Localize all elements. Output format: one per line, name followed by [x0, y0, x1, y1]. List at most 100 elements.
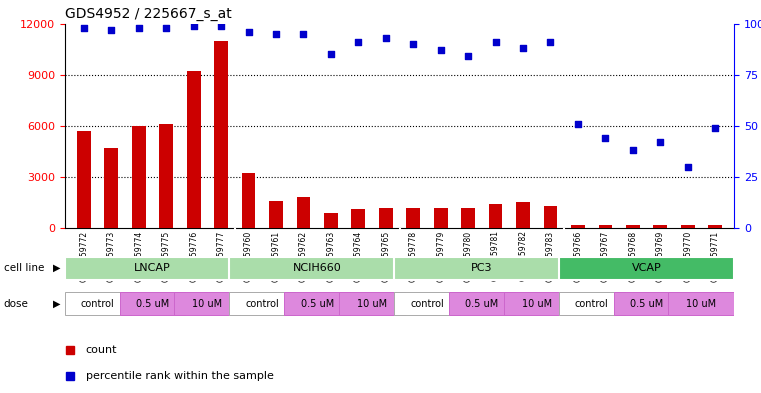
- Text: GSM1359768: GSM1359768: [629, 230, 637, 282]
- Point: [709, 125, 721, 131]
- Bar: [339, 292, 405, 315]
- Text: 0.5 uM: 0.5 uM: [465, 299, 498, 309]
- Point: [462, 53, 474, 59]
- Text: GSM1359778: GSM1359778: [409, 230, 418, 282]
- Text: GSM1359765: GSM1359765: [381, 230, 390, 282]
- Point: [188, 22, 200, 29]
- Point: [352, 39, 365, 45]
- Bar: [434, 208, 447, 228]
- Text: ▶: ▶: [53, 299, 61, 309]
- Point: [215, 22, 228, 29]
- Bar: [708, 224, 722, 228]
- Text: GSM1359779: GSM1359779: [436, 230, 445, 282]
- Text: 0.5 uM: 0.5 uM: [136, 299, 169, 309]
- Bar: [461, 208, 475, 228]
- Bar: [229, 292, 295, 315]
- Text: dose: dose: [4, 299, 29, 309]
- Bar: [297, 197, 310, 228]
- Bar: [394, 292, 460, 315]
- Bar: [571, 224, 584, 228]
- Text: GSM1359770: GSM1359770: [683, 230, 693, 282]
- Text: VCAP: VCAP: [632, 263, 661, 273]
- Text: GSM1359776: GSM1359776: [189, 230, 198, 282]
- Point: [489, 39, 501, 45]
- Text: control: control: [245, 299, 279, 309]
- Bar: [285, 292, 350, 315]
- Bar: [516, 202, 530, 228]
- Bar: [174, 292, 240, 315]
- Point: [654, 139, 667, 145]
- Text: NCIH660: NCIH660: [293, 263, 342, 273]
- Text: GSM1359771: GSM1359771: [711, 230, 720, 282]
- Text: GSM1359760: GSM1359760: [244, 230, 253, 282]
- Bar: [352, 209, 365, 228]
- Point: [132, 24, 145, 31]
- Bar: [598, 226, 613, 228]
- Bar: [77, 131, 91, 228]
- Text: GSM1359764: GSM1359764: [354, 230, 363, 282]
- Bar: [559, 292, 625, 315]
- Point: [325, 51, 337, 57]
- Bar: [543, 206, 557, 228]
- Text: PC3: PC3: [471, 263, 492, 273]
- Bar: [159, 124, 173, 228]
- Text: 0.5 uM: 0.5 uM: [630, 299, 663, 309]
- Bar: [379, 208, 393, 228]
- Point: [682, 163, 694, 170]
- Bar: [626, 226, 640, 228]
- Text: control: control: [81, 299, 114, 309]
- Bar: [242, 173, 256, 228]
- Bar: [449, 292, 514, 315]
- Text: GSM1359766: GSM1359766: [574, 230, 582, 282]
- Text: LNCAP: LNCAP: [134, 263, 171, 273]
- Point: [105, 27, 117, 33]
- Point: [435, 47, 447, 53]
- Bar: [65, 257, 240, 280]
- Bar: [269, 201, 283, 228]
- Point: [298, 31, 310, 37]
- Bar: [186, 71, 201, 228]
- Bar: [681, 226, 695, 228]
- Text: GSM1359783: GSM1359783: [546, 230, 555, 282]
- Text: control: control: [410, 299, 444, 309]
- Bar: [504, 292, 570, 315]
- Point: [270, 31, 282, 37]
- Text: 10 uM: 10 uM: [357, 299, 387, 309]
- Text: GSM1359773: GSM1359773: [107, 230, 116, 282]
- Point: [380, 35, 392, 41]
- Text: GSM1359775: GSM1359775: [162, 230, 170, 282]
- Text: cell line: cell line: [4, 263, 44, 273]
- Text: 10 uM: 10 uM: [193, 299, 222, 309]
- Bar: [406, 208, 420, 228]
- Text: GDS4952 / 225667_s_at: GDS4952 / 225667_s_at: [65, 7, 231, 21]
- Text: GSM1359762: GSM1359762: [299, 230, 308, 282]
- Text: GSM1359774: GSM1359774: [134, 230, 143, 282]
- Text: ▶: ▶: [53, 263, 61, 273]
- Text: percentile rank within the sample: percentile rank within the sample: [85, 371, 273, 381]
- Point: [572, 121, 584, 127]
- Bar: [668, 292, 734, 315]
- Bar: [613, 292, 680, 315]
- Bar: [654, 224, 667, 228]
- Bar: [132, 126, 145, 228]
- Text: count: count: [85, 345, 117, 355]
- Text: GSM1359761: GSM1359761: [272, 230, 281, 282]
- Text: 10 uM: 10 uM: [522, 299, 552, 309]
- Bar: [104, 148, 118, 228]
- Point: [407, 41, 419, 47]
- Text: GSM1359769: GSM1359769: [656, 230, 665, 282]
- Point: [599, 135, 611, 141]
- Bar: [489, 204, 502, 228]
- Text: control: control: [575, 299, 609, 309]
- Bar: [119, 292, 186, 315]
- Bar: [394, 257, 570, 280]
- Text: 10 uM: 10 uM: [686, 299, 717, 309]
- Text: GSM1359763: GSM1359763: [326, 230, 336, 282]
- Point: [160, 24, 172, 31]
- Bar: [65, 292, 131, 315]
- Text: GSM1359777: GSM1359777: [217, 230, 225, 282]
- Text: GSM1359767: GSM1359767: [601, 230, 610, 282]
- Text: 0.5 uM: 0.5 uM: [301, 299, 334, 309]
- Bar: [215, 40, 228, 228]
- Point: [544, 39, 556, 45]
